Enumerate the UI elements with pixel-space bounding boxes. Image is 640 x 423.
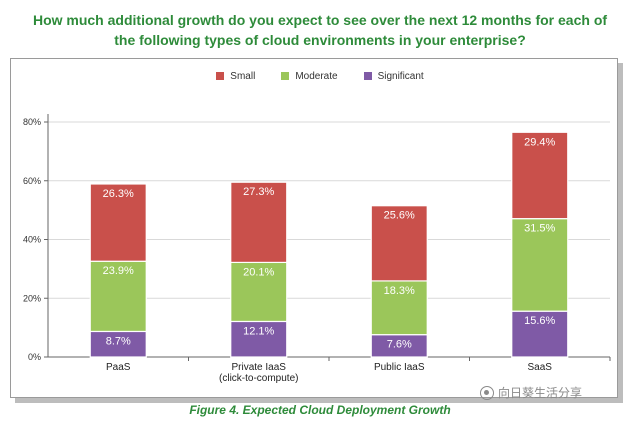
data-label-small: 29.4% bbox=[524, 136, 555, 148]
y-tick-label: 40% bbox=[23, 235, 41, 245]
legend-label-moderate: Moderate bbox=[295, 70, 338, 82]
wechat-icon bbox=[480, 385, 494, 400]
legend-label-significant: Significant bbox=[377, 70, 424, 82]
legend-item-significant: Significant bbox=[363, 70, 424, 82]
legend-swatch-small bbox=[216, 72, 225, 80]
bar-segment-moderate bbox=[89, 260, 147, 333]
bar-segment-significant bbox=[89, 330, 147, 358]
chart-title: How much additional growth do you expect… bbox=[0, 10, 640, 50]
watermark: 向日葵生活分享 bbox=[480, 384, 582, 401]
chart-title-line-1: How much additional growth do you expect… bbox=[32, 12, 608, 28]
data-label-small: 26.3% bbox=[103, 188, 134, 200]
x-category-label: Public IaaS bbox=[374, 362, 425, 373]
legend-label-small: Small bbox=[230, 70, 256, 82]
y-tick-label: 80% bbox=[23, 117, 41, 127]
data-label-small: 27.3% bbox=[243, 186, 274, 198]
bar-segment-moderate bbox=[370, 280, 428, 336]
x-category-label: Private IaaS bbox=[232, 362, 287, 373]
x-category-label: PaaS bbox=[106, 362, 131, 373]
data-label-significant: 7.6% bbox=[387, 339, 412, 351]
y-tick-label: 0% bbox=[28, 352, 41, 362]
bar-segment-small bbox=[89, 183, 147, 262]
chart-title-line-2: the following types of cloud environment… bbox=[114, 32, 526, 48]
x-category-label: SaaS bbox=[528, 362, 553, 373]
bar-segment-small bbox=[511, 131, 569, 220]
y-tick-label: 20% bbox=[23, 293, 41, 303]
data-label-moderate: 31.5% bbox=[524, 223, 555, 235]
legend-swatch-significant bbox=[363, 72, 372, 80]
bar-segment-moderate bbox=[230, 261, 288, 323]
data-label-significant: 8.7% bbox=[106, 335, 131, 347]
figure-caption: Figure 4. Expected Cloud Deployment Grow… bbox=[189, 403, 451, 417]
y-tick-label: 60% bbox=[23, 176, 41, 186]
data-label-moderate: 18.3% bbox=[384, 285, 415, 297]
bar-segment-small bbox=[230, 181, 288, 264]
x-category-label: (click-to-compute) bbox=[219, 373, 298, 384]
data-label-moderate: 20.1% bbox=[243, 266, 274, 278]
legend-item-small: Small bbox=[216, 71, 255, 82]
data-label-significant: 15.6% bbox=[524, 315, 555, 327]
data-label-moderate: 23.9% bbox=[103, 265, 134, 277]
chart-legend: Small Moderate Significant bbox=[0, 67, 640, 85]
bar-segment-small bbox=[370, 205, 428, 282]
data-label-significant: 12.1% bbox=[243, 325, 274, 337]
data-label-small: 25.6% bbox=[384, 210, 415, 222]
legend-item-moderate: Moderate bbox=[281, 70, 338, 82]
bar-segment-significant bbox=[230, 320, 288, 358]
bar-segment-moderate bbox=[511, 218, 569, 312]
legend-swatch-moderate bbox=[281, 72, 290, 80]
bar-segment-significant bbox=[511, 310, 569, 358]
watermark-text: 向日葵生活分享 bbox=[498, 386, 583, 400]
